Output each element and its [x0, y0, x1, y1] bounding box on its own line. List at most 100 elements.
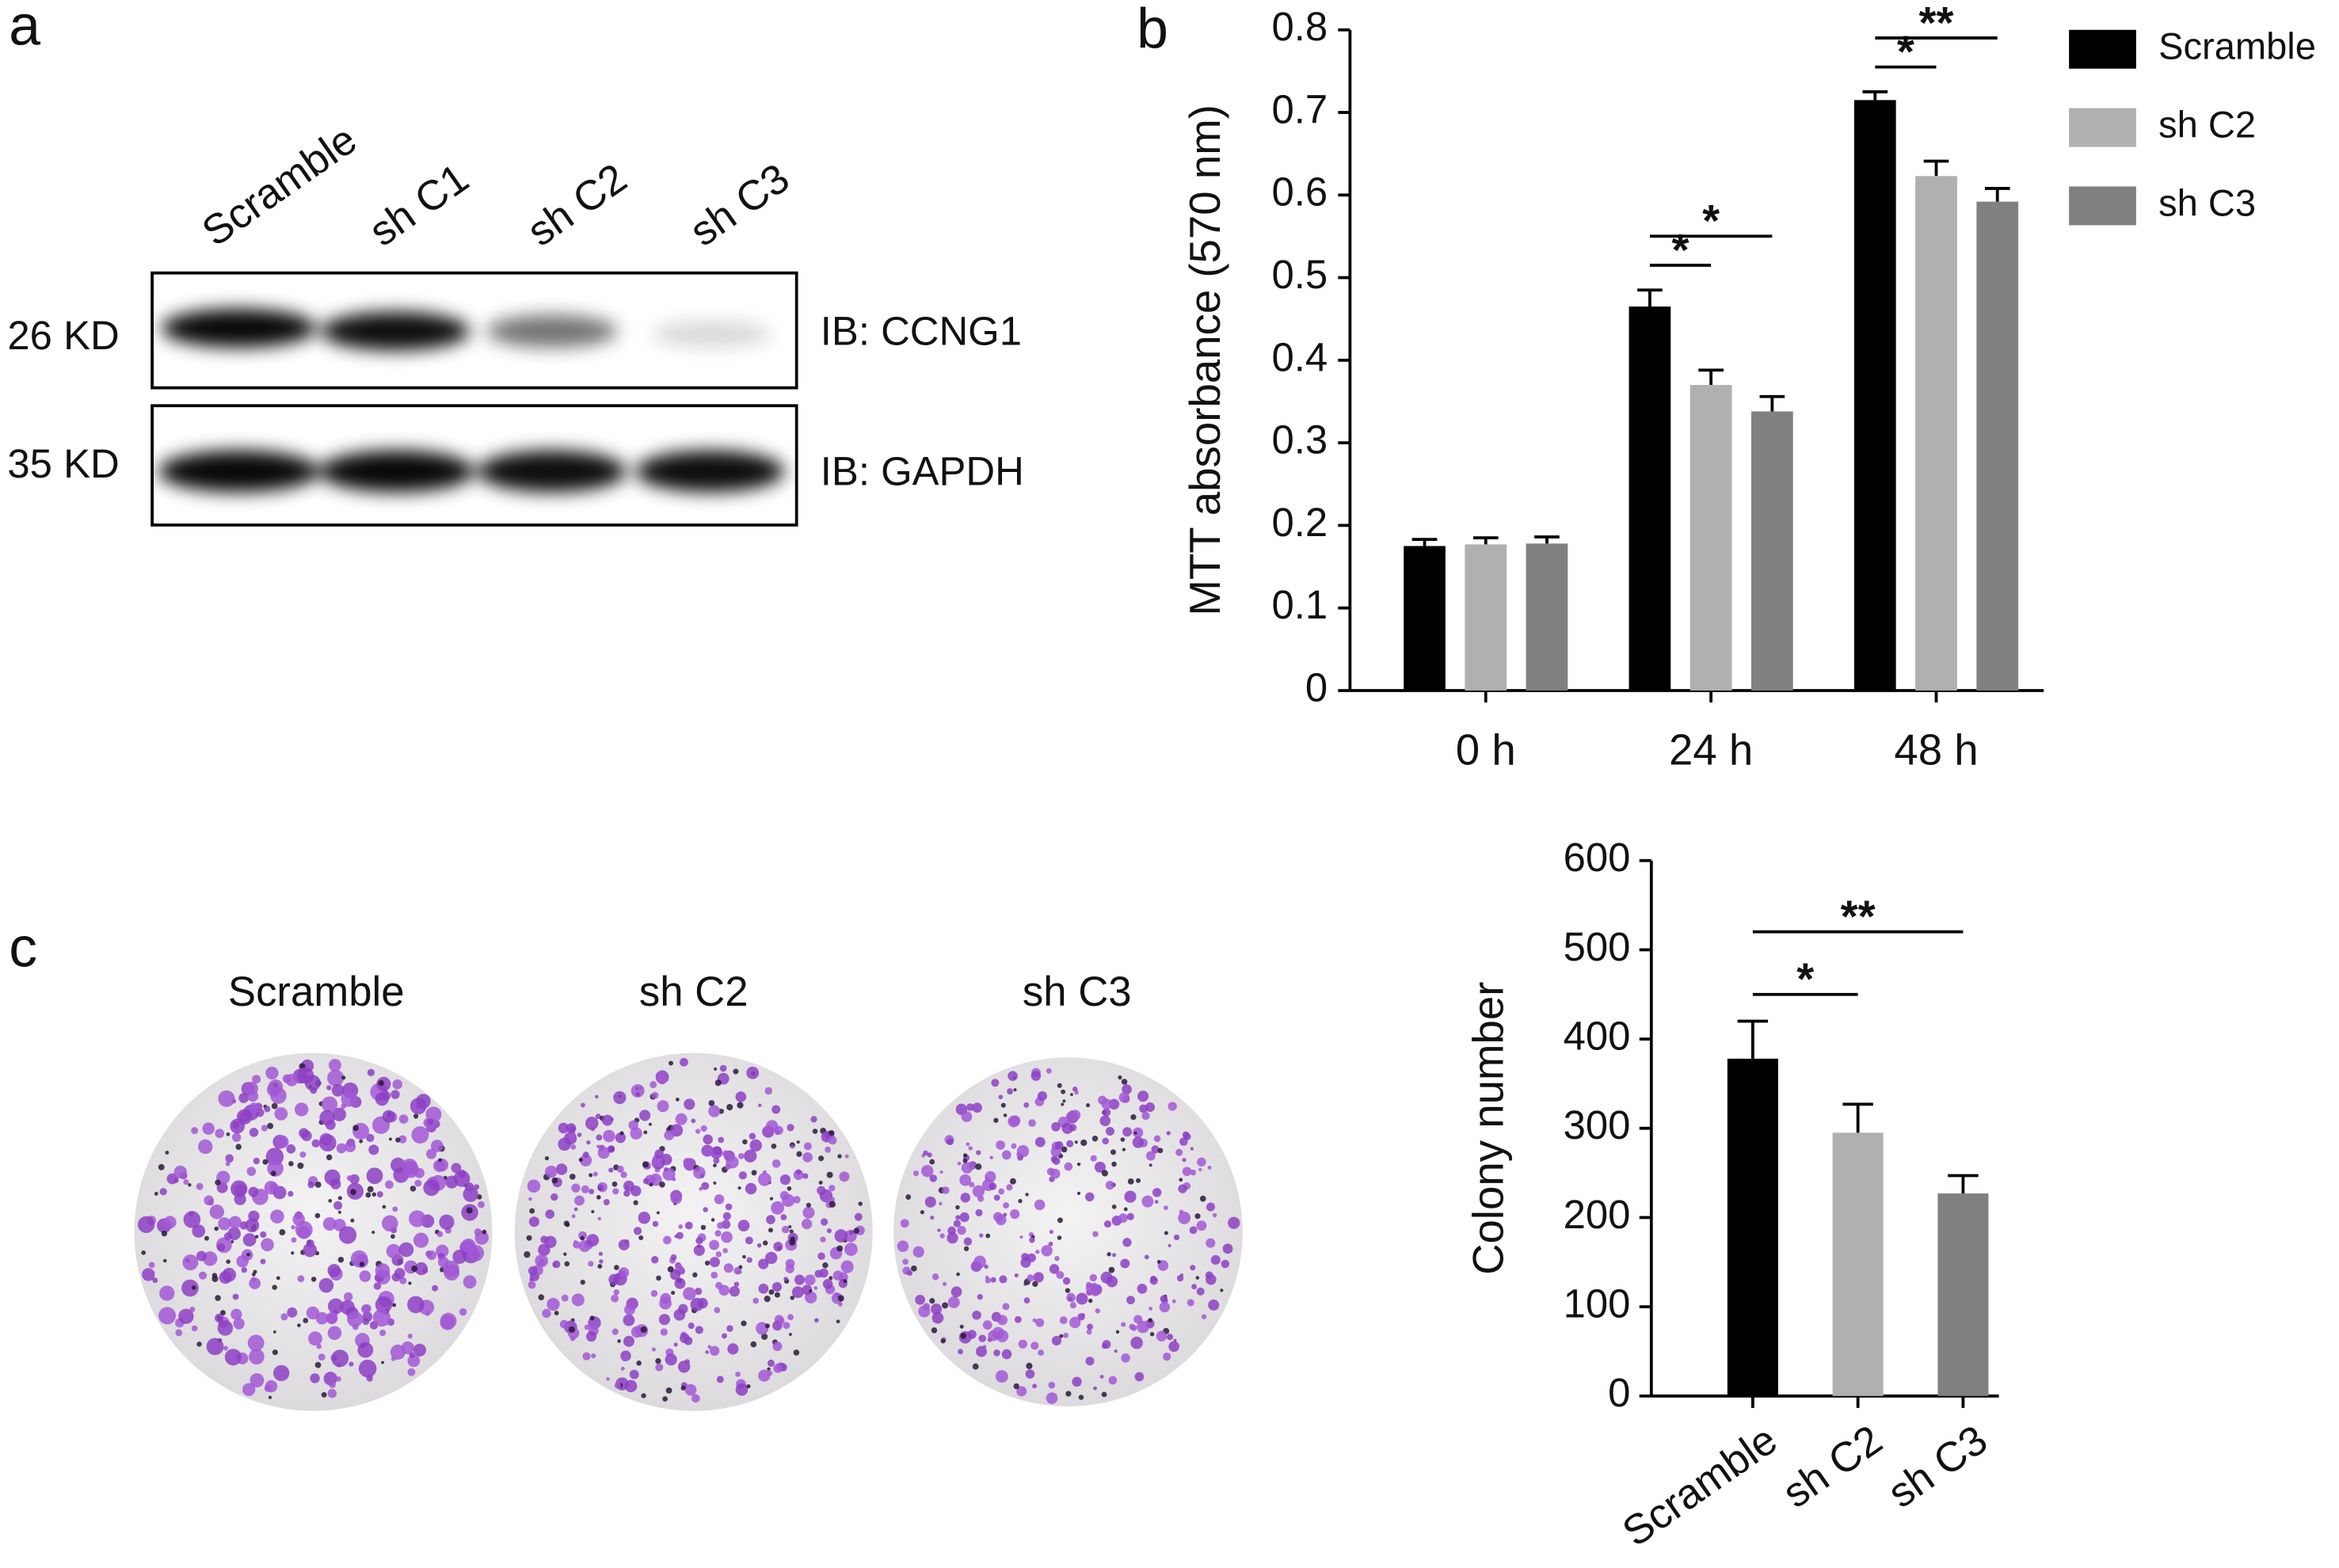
colony — [814, 1318, 819, 1323]
colony — [777, 1317, 785, 1325]
colony — [973, 1255, 986, 1269]
colony — [1018, 1339, 1027, 1349]
colony — [1077, 1191, 1081, 1195]
colony — [215, 1313, 224, 1323]
colony — [959, 1212, 970, 1223]
colony — [771, 1201, 784, 1215]
colony — [923, 1150, 928, 1156]
colony — [408, 1281, 412, 1285]
colony — [905, 1194, 912, 1200]
colony — [1080, 1313, 1085, 1317]
colony — [978, 1334, 986, 1342]
colony — [1173, 1338, 1177, 1342]
colony — [649, 1182, 653, 1187]
colony — [154, 1192, 158, 1196]
colony — [715, 1281, 723, 1289]
colony — [596, 1195, 601, 1200]
colony — [623, 1314, 635, 1326]
colony — [723, 1263, 733, 1273]
charts: 0 0.1 0.2 0.3 0.4 0.5 0.6 0.7 0.8 MTT absorbance … — [1181, 0, 2316, 1555]
colony — [1029, 1237, 1035, 1243]
colony — [1086, 1329, 1092, 1335]
colony — [249, 1128, 259, 1137]
colony — [955, 1215, 961, 1220]
colony — [1051, 1335, 1062, 1346]
colony — [1088, 1298, 1093, 1303]
significance-label: * — [1672, 225, 1689, 275]
bar — [1976, 201, 2019, 691]
colony — [1222, 1243, 1233, 1254]
colony — [897, 1240, 909, 1252]
colony — [950, 1286, 962, 1298]
colony — [927, 1152, 932, 1158]
colony — [381, 1361, 384, 1364]
error-bar — [1411, 538, 1438, 546]
colony — [398, 1242, 414, 1258]
colony — [358, 1359, 377, 1378]
colony — [568, 1326, 575, 1333]
colony — [1095, 1308, 1100, 1314]
colony — [1064, 1162, 1073, 1171]
colony — [818, 1180, 823, 1185]
colony — [232, 1293, 239, 1300]
colony — [204, 1235, 209, 1241]
colony — [722, 1247, 728, 1254]
colony — [314, 1361, 322, 1368]
colony — [704, 1260, 710, 1266]
colony — [1001, 1150, 1011, 1160]
legend-swatch — [2069, 186, 2136, 226]
colony — [1127, 1178, 1134, 1185]
colony — [630, 1084, 645, 1098]
colony — [766, 1215, 775, 1224]
colony — [667, 1265, 674, 1273]
colony — [183, 1211, 201, 1228]
band-size: 26 KD — [7, 313, 119, 358]
antibody-label: IB: GAPDH — [821, 448, 1024, 493]
colony — [392, 1303, 397, 1307]
colony — [737, 1186, 741, 1190]
colony — [390, 1344, 406, 1360]
colony — [765, 1323, 770, 1329]
colony — [1123, 1207, 1128, 1212]
colony — [1115, 1330, 1120, 1334]
colony — [749, 1139, 762, 1152]
colony — [972, 1185, 985, 1197]
colony — [407, 1334, 413, 1339]
colony — [664, 1130, 675, 1140]
colony — [736, 1270, 741, 1275]
colony — [301, 1130, 312, 1141]
colony — [616, 1165, 624, 1173]
colony — [1210, 1254, 1221, 1265]
colony — [215, 1179, 221, 1186]
colony — [1087, 1323, 1093, 1330]
colony — [385, 1180, 394, 1189]
colony — [249, 1349, 265, 1364]
colony — [388, 1137, 392, 1141]
colony — [215, 1128, 225, 1139]
colony — [1080, 1139, 1088, 1147]
colony — [215, 1295, 221, 1301]
colony — [1025, 1193, 1029, 1197]
colony — [772, 1342, 783, 1352]
colony — [858, 1201, 863, 1206]
colony — [414, 1262, 429, 1276]
colony — [592, 1171, 598, 1177]
colony — [366, 1375, 373, 1382]
colony — [1094, 1161, 1106, 1173]
colony — [410, 1098, 427, 1115]
lane-label: sh C1 — [361, 154, 478, 255]
colony — [787, 1314, 794, 1321]
colony — [233, 1318, 245, 1330]
y-tick-label: 200 — [1564, 1192, 1631, 1237]
blot-lane-labels: Scramble sh C1 sh C2 sh C3 — [194, 116, 798, 256]
colony — [722, 1212, 731, 1220]
legend-swatch — [2069, 108, 2136, 147]
colony — [552, 1262, 557, 1267]
error-bar — [1948, 1174, 1979, 1194]
colony — [246, 1166, 257, 1176]
colony — [985, 1277, 991, 1284]
colony — [947, 1296, 960, 1308]
colony — [722, 1150, 730, 1158]
colony — [438, 1158, 442, 1163]
colony — [989, 1155, 993, 1159]
